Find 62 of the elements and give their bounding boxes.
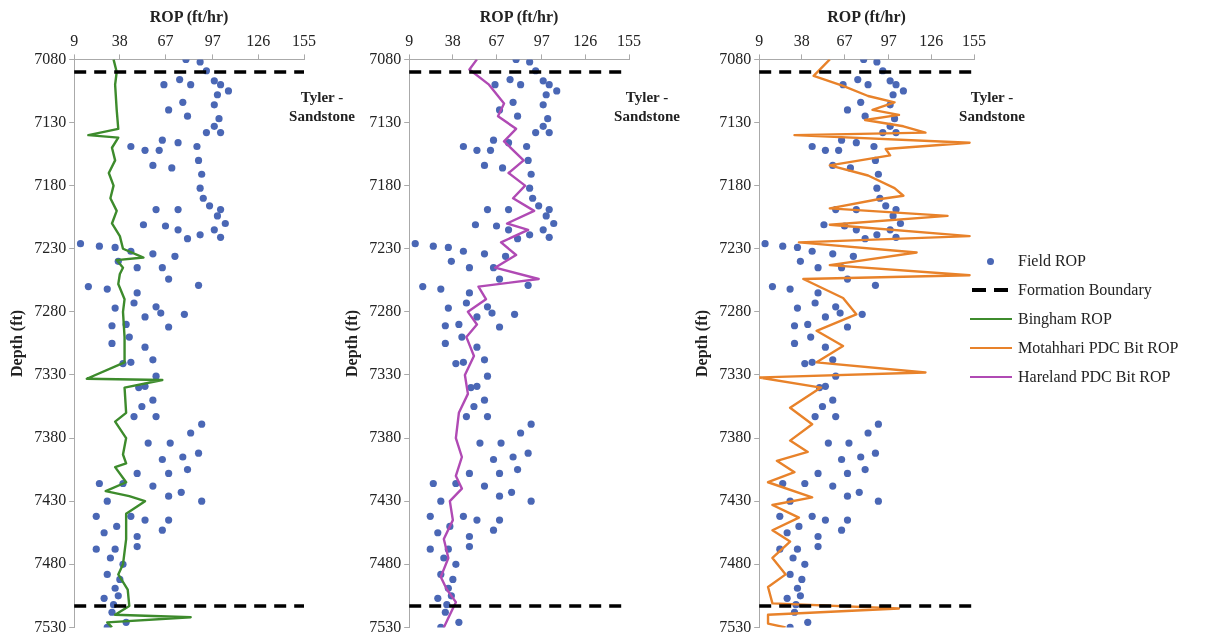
y-tick-label: 7080 bbox=[719, 49, 752, 67]
y-tick-label: 7430 bbox=[369, 491, 402, 509]
x-tick-label: 126 bbox=[573, 32, 598, 49]
x-tick-label: 67 bbox=[488, 32, 505, 49]
y-tick-label: 7180 bbox=[34, 175, 67, 193]
y-tick-label: 7330 bbox=[719, 365, 752, 383]
x-tick-label: 9 bbox=[70, 32, 79, 49]
x-tick-label: 67 bbox=[836, 32, 853, 49]
x-tick-label: 97 bbox=[880, 32, 897, 49]
y-tick-label: 7230 bbox=[34, 238, 67, 256]
x-tick-label: 126 bbox=[919, 32, 944, 49]
x-tick-label: 9 bbox=[755, 32, 764, 49]
y-tick-label: 7480 bbox=[369, 554, 402, 572]
y-tick-label: 7380 bbox=[34, 428, 67, 446]
y-tick-label: 7530 bbox=[719, 617, 752, 635]
y-tick-label: 7530 bbox=[34, 617, 67, 635]
legend-label: Formation Boundary bbox=[1018, 280, 1152, 299]
y-tick-label: 7280 bbox=[369, 302, 402, 320]
legend-label: Bingham ROP bbox=[1018, 309, 1112, 328]
x-axis-title: ROP (ft/hr) bbox=[149, 7, 229, 26]
y-tick-label: 7330 bbox=[369, 365, 402, 383]
y-tick-label: 7380 bbox=[369, 428, 402, 446]
annotation: Tyler - Sandstone bbox=[614, 89, 681, 125]
legend-label: Field ROP bbox=[1018, 251, 1087, 270]
x-tick-label: 97 bbox=[204, 32, 221, 49]
x-axis-title: ROP (ft/hr) bbox=[479, 7, 559, 26]
x-axis-title: ROP (ft/hr) bbox=[827, 7, 906, 26]
annotation: Tyler - Sandstone bbox=[289, 89, 356, 125]
x-tick-label: 9 bbox=[405, 32, 414, 49]
y-tick-label: 7480 bbox=[719, 554, 752, 572]
y-tick-label: 7280 bbox=[719, 302, 752, 320]
y-axis-title: Depth (ft) bbox=[692, 309, 711, 377]
x-tick-label: 155 bbox=[292, 32, 316, 49]
x-tick-label: 38 bbox=[111, 32, 128, 49]
legend-label: Motahhari PDC Bit ROP bbox=[1018, 338, 1179, 357]
x-tick-label: 126 bbox=[246, 32, 271, 49]
y-tick-label: 7080 bbox=[369, 49, 402, 67]
y-tick-label: 7230 bbox=[369, 238, 402, 256]
y-tick-label: 7430 bbox=[719, 491, 752, 509]
y-tick-label: 7080 bbox=[34, 49, 67, 67]
y-axis-title: Depth (ft) bbox=[7, 309, 26, 377]
y-axis-title: Depth (ft) bbox=[342, 309, 361, 377]
y-tick-label: 7130 bbox=[369, 112, 402, 130]
x-tick-label: 38 bbox=[444, 32, 461, 49]
x-tick-label: 155 bbox=[962, 32, 986, 49]
y-tick-label: 7130 bbox=[719, 112, 752, 130]
y-tick-label: 7330 bbox=[34, 365, 67, 383]
x-tick-label: 38 bbox=[793, 32, 810, 49]
x-tick-label: 67 bbox=[157, 32, 174, 49]
y-tick-label: 7530 bbox=[369, 617, 402, 635]
y-tick-label: 7480 bbox=[34, 554, 67, 572]
y-tick-label: 7380 bbox=[719, 428, 752, 446]
y-tick-label: 7180 bbox=[719, 175, 752, 193]
y-tick-label: 7130 bbox=[34, 112, 67, 130]
y-tick-label: 7430 bbox=[34, 491, 67, 509]
legend-label: Hareland PDC Bit ROP bbox=[1018, 367, 1171, 386]
x-tick-label: 97 bbox=[533, 32, 550, 49]
x-tick-label: 155 bbox=[617, 32, 641, 49]
annotation: Tyler - Sandstone bbox=[959, 89, 1026, 125]
y-tick-label: 7180 bbox=[369, 175, 402, 193]
y-tick-label: 7280 bbox=[34, 302, 67, 320]
y-tick-label: 7230 bbox=[719, 238, 752, 256]
